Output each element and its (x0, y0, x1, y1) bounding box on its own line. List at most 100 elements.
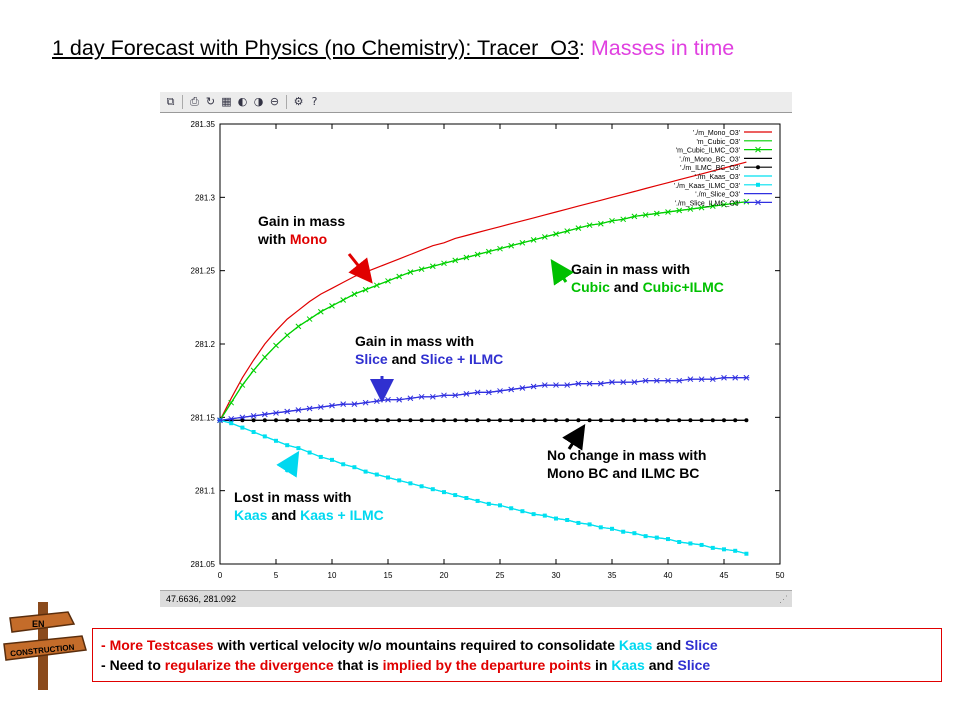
data-point (699, 542, 704, 547)
data-point (744, 418, 749, 423)
note2-b: regularize the divergence (164, 657, 334, 673)
data-point (722, 547, 726, 552)
toolbar-separator (286, 95, 287, 109)
data-point (229, 421, 234, 426)
annotation-mono-highlight: Mono (289, 231, 328, 247)
data-point (576, 520, 581, 525)
annotation-cubic-and: and (609, 279, 643, 295)
y-tick-label: 281.1 (195, 487, 216, 496)
data-point (565, 418, 570, 423)
data-point (296, 446, 301, 451)
annotation-kaas-a: Kaas (234, 507, 268, 523)
note1-b: with vertical velocity w/o mountains req… (213, 637, 619, 653)
help-icon[interactable]: ? (311, 95, 318, 108)
data-point (363, 469, 368, 474)
data-point (341, 418, 346, 423)
annotation-mono-line1: Gain in mass (258, 213, 346, 229)
data-point (340, 297, 347, 303)
series-line (219, 419, 747, 555)
data-point (419, 484, 424, 489)
print-icon[interactable]: ⎙ (190, 95, 199, 108)
data-point (240, 425, 245, 430)
data-point (453, 493, 458, 498)
title-separator: : (578, 36, 591, 60)
data-point (284, 332, 291, 339)
unzoom-icon[interactable]: ⊖ (269, 95, 280, 108)
data-point (317, 308, 324, 315)
data-point (386, 418, 390, 423)
title-main: 1 day Forecast with Physics (no Chemistr… (52, 36, 579, 60)
resize-grip-icon[interactable]: ⋰ (779, 594, 788, 604)
x-tick-label: 10 (328, 571, 337, 580)
settings-icon[interactable]: ⚙ (293, 95, 304, 108)
data-point (486, 418, 491, 423)
data-point (732, 200, 739, 207)
annotation-cubic: Gain in mass with Cubic and Cubic+ILMC (571, 260, 724, 296)
copy-icon[interactable]: ⧉ (166, 95, 175, 108)
data-point (587, 522, 592, 527)
data-point (239, 382, 246, 388)
data-point (721, 201, 727, 208)
data-point (709, 203, 716, 209)
note1-and: and (652, 637, 686, 653)
data-point (262, 434, 267, 439)
grid-icon[interactable]: ▦ (221, 95, 232, 108)
data-point (474, 251, 481, 258)
data-point (542, 513, 547, 518)
data-point (509, 418, 514, 423)
data-point (262, 418, 267, 423)
notes-box: - More Testcases with vertical velocity … (92, 628, 942, 682)
data-point (653, 210, 660, 217)
data-point (666, 537, 670, 542)
data-point (307, 418, 312, 423)
x-tick-label: 5 (274, 571, 279, 580)
legend-label: './m_Slice_O3' (695, 192, 740, 199)
legend-label: './m_Slice_ILMC_O3' (675, 200, 740, 207)
data-point (699, 418, 704, 423)
data-point (250, 367, 257, 374)
y-tick-label: 281.15 (191, 413, 216, 422)
data-point (442, 490, 446, 495)
data-point (497, 245, 503, 252)
data-point (419, 418, 424, 423)
annotation-slice-and: and (387, 351, 421, 367)
data-point (240, 418, 245, 423)
replot-icon[interactable]: ↻ (205, 95, 216, 108)
data-point (429, 263, 436, 270)
data-point (396, 273, 403, 280)
data-point (318, 418, 323, 423)
data-point (486, 501, 491, 506)
zoom-prev-icon[interactable]: ◐ (237, 95, 248, 108)
under-construction-sign: EN CONSTRUCTION (3, 602, 87, 690)
legend-label: './m_Kaas_O3' (695, 174, 740, 181)
data-point (373, 282, 380, 289)
data-point (710, 545, 715, 550)
data-point (261, 354, 268, 361)
data-point (610, 526, 614, 531)
data-point (564, 228, 571, 234)
data-point (620, 216, 627, 223)
zoom-next-icon[interactable]: ◑ (253, 95, 264, 108)
data-point (341, 462, 346, 467)
data-point (756, 165, 760, 170)
data-point (251, 430, 256, 434)
y-tick-label: 281.05 (191, 560, 216, 569)
title-highlight: Masses in time (590, 36, 735, 60)
data-point (565, 518, 570, 522)
note2-kaas: Kaas (611, 657, 645, 673)
data-point (688, 541, 693, 546)
note-line-1: - More Testcases with vertical velocity … (101, 635, 933, 655)
data-point (654, 535, 659, 540)
plot-toolbar: ⧉ ⎙ ↻ ▦ ◐ ◑ ⊖ ⚙ ? (160, 92, 792, 113)
data-point (687, 206, 694, 212)
data-point (643, 534, 648, 539)
annotation-cubic-line1: Gain in mass with (571, 261, 691, 277)
sign-board-bottom (3, 635, 87, 661)
data-point (509, 506, 514, 511)
x-tick-label: 20 (440, 571, 449, 580)
data-point (442, 418, 446, 423)
note1-dash: - (101, 637, 110, 653)
series-line (219, 419, 747, 555)
sign-board-top (9, 611, 76, 633)
data-point (274, 418, 278, 423)
